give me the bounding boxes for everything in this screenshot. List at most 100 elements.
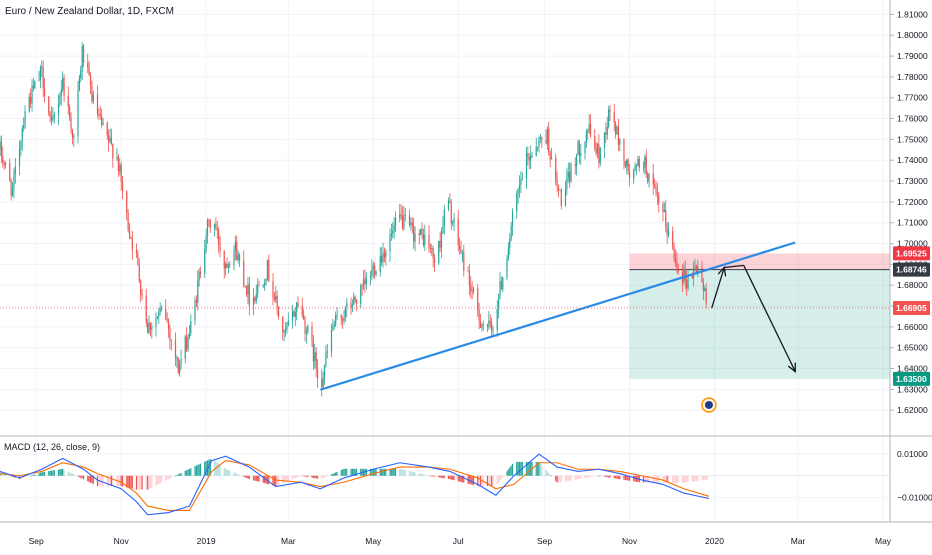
candle-body xyxy=(60,89,62,97)
macd-histogram-bar xyxy=(655,475,657,483)
candle-body xyxy=(275,295,277,300)
candle-body xyxy=(195,300,197,303)
macd-histogram-bar xyxy=(41,472,43,476)
candle-body xyxy=(633,170,635,180)
macd-histogram-bar xyxy=(606,475,608,478)
macd-histogram-bar xyxy=(218,463,220,476)
candle-body xyxy=(381,256,383,263)
projection-arrowhead-up xyxy=(717,266,727,277)
candle-body xyxy=(576,154,578,166)
macd-histogram-bar xyxy=(574,475,576,480)
macd-histogram-bar xyxy=(400,469,402,476)
macd-histogram-bar xyxy=(344,468,347,476)
candle-body xyxy=(559,189,561,191)
macd-histogram-bar xyxy=(237,474,239,476)
candle-body xyxy=(69,106,71,118)
candle-body xyxy=(394,218,397,226)
candle-body xyxy=(24,111,26,126)
macd-histogram-bar xyxy=(165,475,167,481)
macd-histogram-bar xyxy=(194,466,196,476)
macd-histogram-bar xyxy=(594,475,596,477)
macd-histogram-bar xyxy=(564,475,567,482)
price-badge-label-target: 1.63500 xyxy=(896,374,927,384)
macd-histogram-bar xyxy=(169,475,171,479)
y-tick-label: 1.74000 xyxy=(897,155,928,165)
candle-body xyxy=(663,209,665,212)
candle-body xyxy=(410,222,412,226)
y-tick-label: 1.77000 xyxy=(897,93,928,103)
macd-histogram-bar xyxy=(244,475,246,478)
candle-body xyxy=(340,314,342,320)
candle-body xyxy=(18,148,21,167)
candle-body xyxy=(312,340,314,362)
macd-histogram-bar xyxy=(431,475,433,477)
candle-body xyxy=(197,280,199,303)
candle-body xyxy=(109,137,111,142)
macd-histogram-bar xyxy=(9,475,11,477)
macd-histogram-bar xyxy=(634,475,636,482)
macd-histogram-bar xyxy=(332,473,334,476)
candle-body xyxy=(322,377,324,388)
macd-histogram-bar xyxy=(120,475,122,487)
candle-body xyxy=(284,329,287,332)
macd-histogram-bar xyxy=(666,475,668,483)
candle-body xyxy=(311,326,313,341)
macd-histogram-bar xyxy=(421,474,423,476)
candle-body xyxy=(238,254,241,261)
candle-body xyxy=(273,297,275,300)
candle-body xyxy=(364,279,366,285)
candle-body xyxy=(316,369,319,380)
candle-body xyxy=(184,336,186,359)
candle-body xyxy=(78,78,80,91)
macd-histogram-bar xyxy=(706,475,709,480)
macd-histogram-bar xyxy=(71,473,74,476)
macd-histogram-bar xyxy=(496,475,498,485)
macd-line xyxy=(0,453,710,516)
macd-histogram-bar xyxy=(609,475,611,478)
candle-body xyxy=(188,333,191,338)
macd-pane xyxy=(0,453,890,516)
macd-histogram-bar xyxy=(662,475,664,483)
candle-body xyxy=(704,288,706,291)
macd-histogram-bar xyxy=(413,472,415,476)
macd-histogram-bar xyxy=(374,468,376,476)
candle-body xyxy=(315,352,317,370)
macd-histogram-bar xyxy=(291,475,294,480)
macd-histogram-bar xyxy=(303,475,305,477)
candle-body xyxy=(414,233,416,242)
macd-histogram-bar xyxy=(599,475,601,477)
candle-body xyxy=(531,155,533,157)
candle-body xyxy=(135,249,138,254)
candle-body xyxy=(225,264,227,269)
macd-histogram-bar xyxy=(126,475,128,488)
macd-histogram-bar xyxy=(226,469,228,476)
candle-body xyxy=(131,238,133,250)
macd-histogram-bar xyxy=(333,473,335,476)
macd-histogram-bar xyxy=(545,469,547,476)
macd-histogram-bar xyxy=(369,468,372,476)
macd-histogram-bar xyxy=(140,475,142,490)
macd-histogram-bar xyxy=(644,475,646,483)
stop-zone xyxy=(629,253,890,270)
candle-body xyxy=(41,66,43,68)
candle-body xyxy=(429,248,431,250)
candle-body xyxy=(50,116,53,121)
candle-body xyxy=(443,209,445,227)
candle-body xyxy=(603,132,606,148)
macd-histogram-bar xyxy=(627,475,629,481)
macd-histogram-bar xyxy=(255,475,257,482)
candle-body xyxy=(587,131,589,133)
candle-body xyxy=(346,302,348,308)
macd-histogram-bar xyxy=(110,475,113,487)
candle-body xyxy=(566,178,568,189)
candle-body xyxy=(463,252,465,271)
candle-body xyxy=(254,297,256,301)
candle-body xyxy=(369,276,372,278)
macd-histogram-bar xyxy=(411,471,413,476)
candle-body xyxy=(226,264,228,268)
candle-body xyxy=(96,94,99,115)
macd-histogram-bar xyxy=(24,475,26,478)
macd-histogram-bar xyxy=(262,475,264,483)
macd-histogram-bar xyxy=(282,475,284,484)
